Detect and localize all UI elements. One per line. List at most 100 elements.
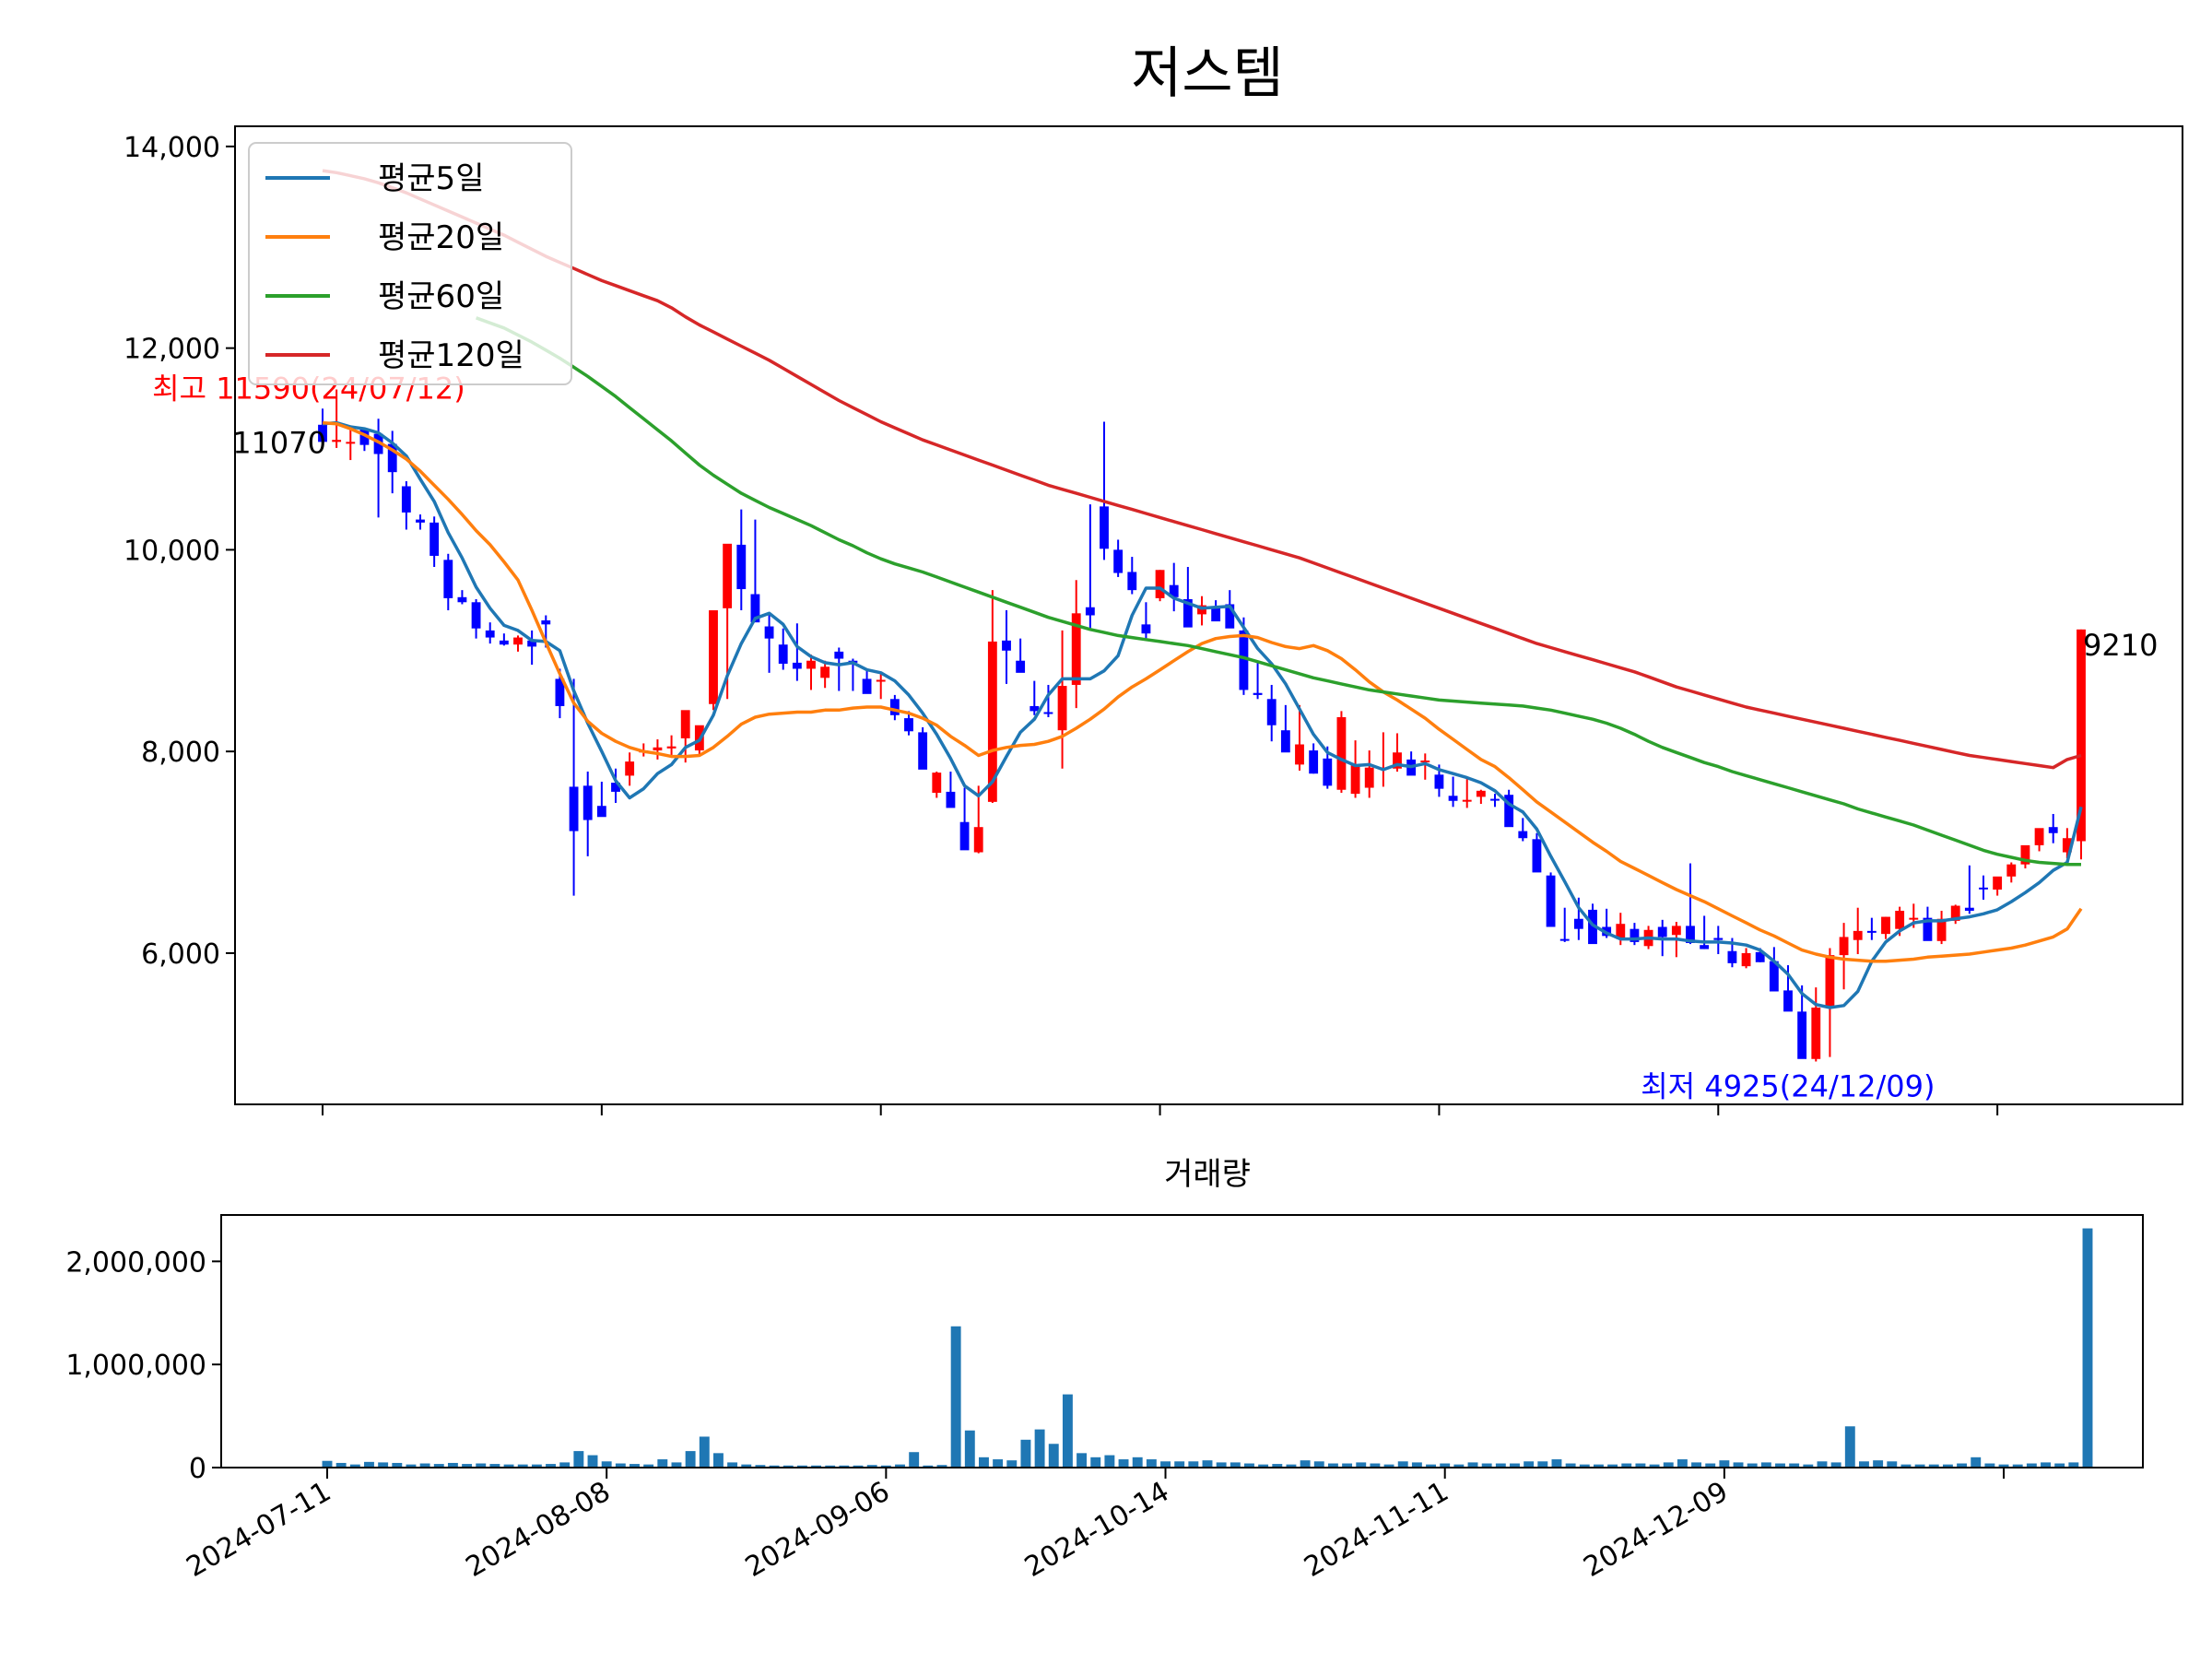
volume-bar (462, 1464, 473, 1468)
volume-bar (1760, 1462, 1771, 1468)
candle-body (709, 610, 718, 704)
volume-bar (1607, 1464, 1618, 1468)
candle-body (1825, 955, 1835, 1008)
volume-bar (1914, 1464, 1925, 1468)
candle-body (876, 679, 886, 682)
volume-bar (1844, 1426, 1855, 1468)
candle-body (764, 626, 774, 639)
volume-bar (1579, 1464, 1590, 1468)
volume-bar (1537, 1461, 1548, 1468)
candle-body (973, 827, 983, 853)
volume-bar (1202, 1460, 1213, 1468)
candle-body (1476, 790, 1486, 797)
volume-bar (1900, 1464, 1912, 1468)
candle-body (373, 433, 383, 454)
candle-body (359, 429, 370, 445)
candle-body (1002, 640, 1011, 651)
volume-bar (615, 1463, 626, 1468)
volume-bar (447, 1462, 458, 1468)
volume-y-tick-label: 1,000,000 (65, 1350, 206, 1382)
candle-body (1280, 730, 1290, 753)
volume-bar (1188, 1461, 1199, 1468)
candle-body (1979, 887, 1988, 890)
candle-body (499, 640, 509, 645)
volume-bar (1957, 1463, 1968, 1468)
candle-body (555, 678, 565, 706)
candle-body (485, 630, 495, 638)
volume-bar (1928, 1464, 1939, 1468)
candle-body (457, 596, 467, 603)
candle-body (1434, 774, 1444, 789)
volume-bar (573, 1451, 584, 1468)
volume-bar (1621, 1463, 1632, 1468)
volume-bar (559, 1462, 571, 1468)
candle-body (1811, 1007, 1821, 1059)
candle-body (1336, 716, 1347, 790)
candle-body (736, 544, 747, 590)
volume-bar (2068, 1462, 2079, 1468)
candle-body (1866, 930, 1877, 933)
volume-bar (1411, 1462, 1422, 1468)
candle-body (1309, 750, 1319, 774)
volume-bar (2054, 1463, 2065, 1468)
volume-bar (685, 1451, 696, 1468)
volume-bar (950, 1326, 961, 1468)
candle-body (625, 761, 635, 776)
volume-bar (1830, 1462, 1841, 1468)
volume-bar (1356, 1462, 1367, 1468)
candle-body (443, 560, 453, 598)
volume-bar (1370, 1463, 1381, 1468)
candle-body (1490, 798, 1500, 801)
volume-bar (1817, 1461, 1828, 1468)
candle-body (1950, 905, 1960, 921)
candle-body (1853, 930, 1863, 940)
volume-bar (1160, 1461, 1171, 1468)
volume-bar (1062, 1394, 1073, 1468)
volume-bar (1649, 1464, 1660, 1468)
candle-body (820, 666, 830, 678)
moving-average-line (322, 420, 2083, 963)
candle-body (2006, 864, 2017, 877)
candle-body (1057, 686, 1067, 731)
volume-bar (839, 1465, 850, 1468)
candle-body (1783, 990, 1793, 1012)
volume-bar (1495, 1463, 1506, 1468)
volume-axes-frame (220, 1214, 2144, 1468)
candle-body (1797, 1011, 1807, 1059)
candle-body (1616, 924, 1626, 939)
volume-bar (782, 1465, 794, 1468)
volume-bar (755, 1465, 766, 1468)
volume-bar (1174, 1461, 1185, 1468)
volume-bar (364, 1461, 374, 1468)
legend-box (248, 142, 572, 385)
candle-body (1141, 624, 1151, 634)
volume-bar (406, 1464, 417, 1468)
legend-label: 평균120일 (378, 337, 524, 374)
volume-bar (1146, 1459, 1157, 1468)
candle-body (1713, 938, 1724, 940)
volume-bar (769, 1465, 780, 1468)
candle-body (1839, 937, 1849, 956)
candle-body (2020, 844, 2030, 865)
volume-bar (895, 1464, 905, 1468)
volume-bar (2082, 1228, 2093, 1468)
candle-body (1895, 910, 1905, 929)
legend-label: 평균20일 (378, 219, 504, 256)
candle-body (904, 718, 913, 732)
candle-body (1700, 945, 1710, 949)
moving-average-line (476, 316, 2081, 867)
candle-body (1420, 761, 1430, 763)
candle-body (834, 651, 844, 659)
candle-body (332, 440, 342, 442)
volume-bar (1719, 1460, 1730, 1468)
candle-body (946, 791, 956, 808)
volume-bar (825, 1465, 836, 1468)
price-y-tick-label: 14,000 (124, 132, 220, 164)
volume-bar (2012, 1464, 2023, 1468)
volume-bar (1593, 1464, 1604, 1468)
candle-body (862, 678, 872, 694)
volume-bar (587, 1455, 598, 1468)
volume-bar (433, 1464, 444, 1468)
volume-bar (796, 1465, 807, 1468)
